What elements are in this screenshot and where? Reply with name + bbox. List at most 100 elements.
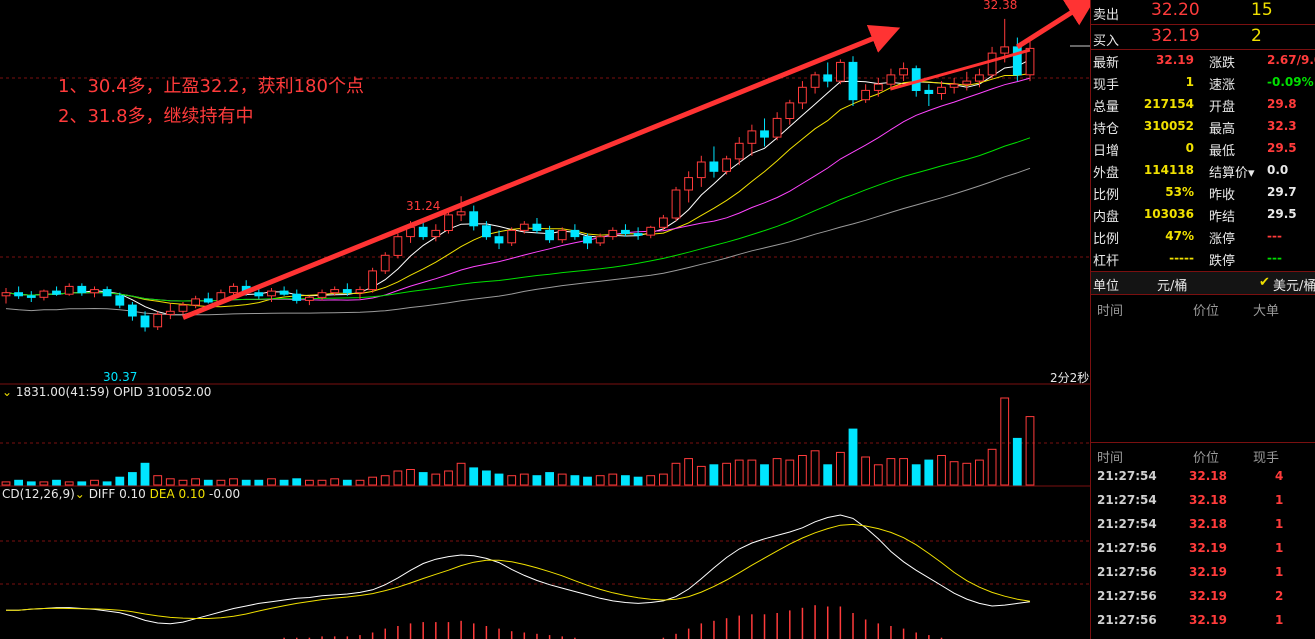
volume-bar: [772, 458, 782, 486]
candle: [64, 285, 74, 295]
macd-name[interactable]: CD(12,26,9): [2, 487, 75, 501]
volume-bar: [406, 469, 415, 486]
candle: [823, 74, 833, 82]
volume-bar: [899, 458, 909, 486]
chevron-down-icon[interactable]: ⌄: [74, 487, 85, 501]
tick-price: 32.18: [1189, 517, 1227, 531]
quote-label: 日增: [1093, 144, 1120, 159]
quote-value: 217154: [1143, 97, 1194, 111]
quote-row: 持仓 310052 最高 32.3: [1091, 116, 1315, 138]
annotation-line-2: 2、31.8多，继续持有中: [58, 106, 254, 127]
candle: [1000, 46, 1010, 54]
volume-bar: [203, 479, 213, 486]
candle: [899, 68, 909, 76]
volume-bar: [684, 458, 694, 486]
candle: [317, 292, 327, 298]
volume-bar: [165, 478, 175, 486]
candle: [14, 292, 23, 297]
candle: [937, 86, 946, 95]
volume-bar: [848, 428, 858, 486]
volume-bar: [153, 475, 163, 486]
quote-label: 最高: [1209, 122, 1236, 137]
candle: [545, 229, 555, 241]
quote-label: 持仓: [1093, 122, 1120, 137]
buy-label: 买入: [1093, 34, 1120, 49]
candle: [52, 290, 61, 295]
quote-label: 速涨: [1209, 78, 1236, 93]
candle: [621, 229, 630, 234]
tick-time: 21:27:54: [1097, 469, 1157, 483]
candle: [798, 86, 807, 104]
big-orders-big-header: 大单: [1253, 304, 1280, 319]
candle: [26, 295, 36, 298]
candle: [696, 161, 706, 179]
candle: [128, 304, 137, 317]
quote-label: 杠杆: [1093, 254, 1120, 269]
volume-bar: [975, 459, 984, 486]
volume-bar: [1, 481, 11, 486]
candle: [482, 225, 491, 238]
order-book-sell[interactable]: 卖出 32.20 15: [1091, 0, 1315, 26]
kline-chart-panel[interactable]: 1、30.4多，止盈32.2，获利180个点 2、31.8多，继续持有中 31.…: [0, 0, 1090, 639]
candle: [380, 254, 390, 272]
quote-label: 昨结: [1209, 210, 1236, 225]
candle: [671, 189, 681, 219]
candle: [734, 142, 744, 160]
quote-label: 涨跌: [1209, 56, 1236, 71]
quote-row: 总量 217154 开盘 29.8: [1091, 94, 1315, 116]
tick-price: 32.19: [1189, 589, 1227, 603]
buy-volume: 2: [1251, 26, 1262, 46]
chevron-down-icon[interactable]: ⌄: [2, 385, 13, 399]
volume-bar: [570, 475, 580, 486]
top-price-label: 32.38: [983, 0, 1018, 12]
tick-price: 32.19: [1189, 565, 1227, 579]
unit-value[interactable]: 元/桶: [1157, 279, 1188, 294]
candle: [519, 223, 529, 231]
macd-diff: DIFF 0.10: [88, 487, 146, 501]
volume-bar: [191, 478, 200, 486]
quote-row: 最新 32.19 涨跌 2.67/9.04%: [1091, 50, 1315, 72]
candle: [785, 102, 795, 120]
volume-bar: [482, 470, 491, 486]
macd-header: CD(12,26,9)⌄ DIFF 0.10 DEA 0.10 -0.00: [2, 487, 240, 501]
volume-bar: [911, 464, 921, 486]
volume-bar: [342, 479, 352, 486]
candle: [659, 217, 668, 228]
candle: [115, 295, 125, 306]
volume-bar: [292, 478, 302, 486]
quote-label: 开盘: [1209, 100, 1236, 115]
volume-bar: [418, 472, 428, 486]
quote-value: 32.19: [1156, 53, 1194, 67]
quote-value: 0.0: [1267, 163, 1289, 177]
volume-bar: [886, 458, 896, 486]
candle: [444, 214, 453, 231]
check-icon[interactable]: ✔: [1259, 275, 1270, 290]
volume-bar: [583, 476, 592, 486]
volume-bar: [949, 461, 959, 486]
candle: [456, 211, 466, 216]
unit-row[interactable]: 单位 元/桶 ✔ 美元/桶: [1091, 272, 1315, 294]
candle: [583, 236, 592, 244]
volume-bar: [709, 464, 719, 486]
quote-value: 114118: [1143, 163, 1194, 177]
quote-value: -0.09%: [1267, 75, 1314, 89]
volume-bar: [785, 459, 795, 486]
volume-bar: [305, 479, 314, 486]
volume-bar: [722, 462, 732, 486]
kline-chart[interactable]: [0, 0, 1090, 639]
volume-bar: [696, 465, 706, 486]
volume-bar: [810, 450, 820, 486]
order-book-buy[interactable]: 买入 32.19 2: [1091, 26, 1315, 52]
tick-hand: 1: [1275, 565, 1284, 579]
tick-time: 21:27:56: [1097, 613, 1157, 627]
volume-bar: [52, 479, 61, 486]
volume-bar: [115, 476, 125, 486]
candle: [279, 290, 289, 295]
unit-alt[interactable]: 美元/桶: [1273, 279, 1315, 294]
trend-line-short: [890, 48, 1031, 91]
candle: [469, 211, 479, 227]
tick-hand: 1: [1275, 517, 1284, 531]
volume-bar: [823, 464, 833, 486]
candle: [330, 289, 340, 294]
candle: [267, 290, 276, 297]
